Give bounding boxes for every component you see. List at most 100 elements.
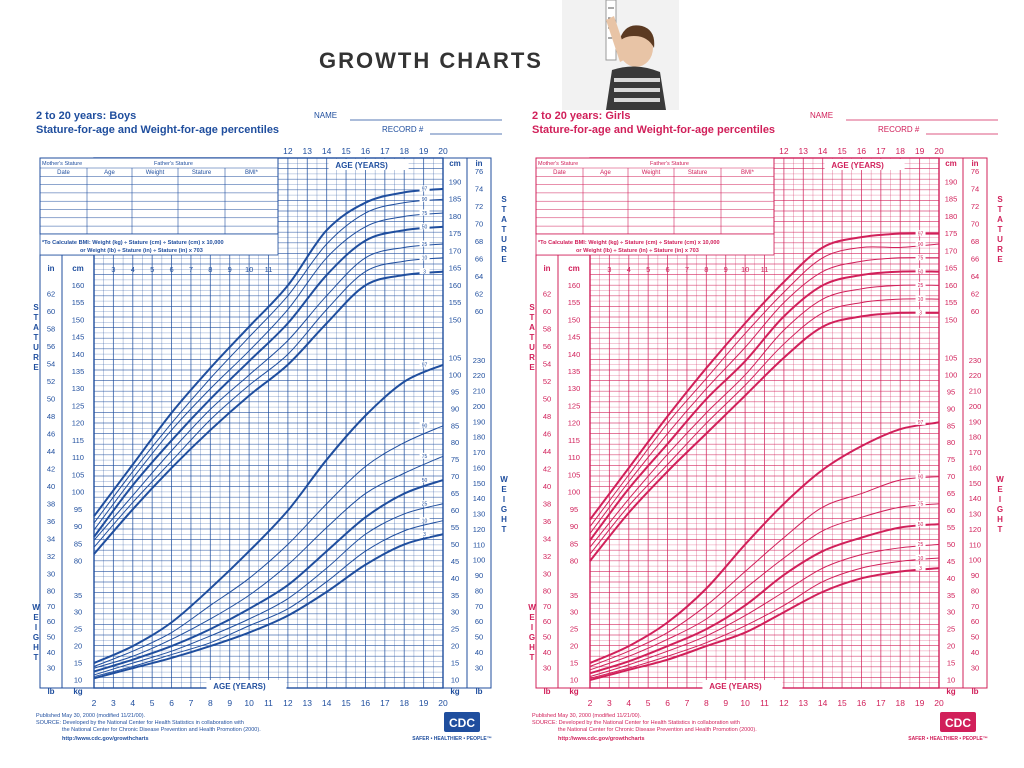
- table-header: Age: [600, 170, 611, 176]
- stature-in-tick-left: 48: [47, 412, 55, 421]
- stature-cm-tick-right: 190: [449, 178, 462, 187]
- weight-kg-tick-left: 20: [570, 642, 578, 651]
- stature-percentile-label: 3: [919, 311, 922, 317]
- age-tick-middle: 5: [150, 265, 154, 274]
- table-header: Date: [553, 170, 566, 176]
- age-tick-middle: 4: [131, 265, 135, 274]
- stature-in-tick-left: 52: [543, 377, 551, 386]
- age-tick-bottom: 16: [857, 698, 867, 708]
- bmi-formula-note: *To Calculate BMI: Weight (kg) ÷ Stature…: [42, 240, 224, 246]
- source-note: SOURCE: Developed by the National Center…: [36, 720, 244, 726]
- table-header: Weight: [642, 170, 661, 176]
- age-tick-top: 13: [799, 146, 809, 156]
- axis-word-letter: A: [501, 215, 507, 224]
- stature-cm-tick-right: 160: [945, 281, 958, 290]
- axis-word-letter: U: [997, 235, 1003, 244]
- table-header: Stature: [688, 170, 708, 176]
- stature-cm-tick-left: 80: [570, 557, 578, 566]
- weight-kg-tick-right: 60: [451, 506, 459, 515]
- age-tick-top: 20: [934, 146, 944, 156]
- x-axis-label-bottom: AGE (YEARS): [709, 682, 762, 691]
- weight-percentile-label: 50: [918, 522, 924, 528]
- stature-cm-tick-left: 115: [72, 436, 84, 445]
- weight-kg-tick-right: 30: [451, 608, 459, 617]
- stature-cm-tick-right: 150: [449, 315, 462, 324]
- age-tick-middle: 9: [724, 265, 728, 274]
- weight-kg-tick-right: 85: [947, 421, 955, 430]
- weight-kg-tick-right: 70: [947, 472, 955, 481]
- weight-lb-tick-right: 130: [969, 510, 982, 519]
- stature-in-tick-right: 76: [475, 167, 483, 176]
- percentile-label-bg: [915, 564, 926, 571]
- stature-cm-tick-left: 90: [570, 522, 578, 531]
- stature-in-tick-left: 62: [47, 290, 55, 299]
- axis-word-letter: S: [33, 303, 39, 312]
- stature-cm-tick-left: 160: [72, 281, 85, 290]
- stature-cm-tick-left: 85: [74, 539, 82, 548]
- stature-cm-tick-right: 155: [449, 298, 462, 307]
- stature-in-tick-right: 64: [971, 272, 979, 281]
- stature-in-tick-left: 36: [47, 517, 55, 526]
- axis-word-letter: G: [33, 633, 39, 642]
- weight-percentile-90-curve: [589, 476, 940, 667]
- age-tick-middle: 7: [189, 265, 193, 274]
- weight-lb-tick-right: 190: [473, 417, 486, 426]
- stature-percentile-10-curve: [589, 298, 940, 555]
- stature-percentile-label: 3: [423, 269, 426, 275]
- age-tick-top: 14: [322, 146, 332, 156]
- unit-kg-right: kg: [946, 687, 955, 696]
- age-tick-top: 12: [283, 146, 293, 156]
- stature-percentile-label: 97: [918, 231, 924, 237]
- stature-cm-tick-left: 150: [72, 315, 85, 324]
- stature-cm-tick-right: 155: [945, 298, 958, 307]
- stature-in-tick-left: 30: [47, 570, 55, 579]
- stature-cm-tick-left: 120: [72, 419, 85, 428]
- age-tick-bottom: 10: [740, 698, 750, 708]
- banner-title: GROWTH CHARTS: [319, 48, 543, 73]
- cdc-logo: [444, 712, 480, 732]
- age-tick-top: 18: [895, 146, 905, 156]
- weight-percentile-label: 3: [919, 566, 922, 572]
- weight-lb-tick-right: 220: [473, 371, 486, 380]
- stature-in-tick-left: 54: [47, 360, 55, 369]
- stature-cm-tick-left: 95: [570, 505, 578, 514]
- stature-in-tick-left: 40: [543, 482, 551, 491]
- source-note-2: the National Center for Chronic Disease …: [62, 727, 261, 733]
- stature-cm-tick-left: 160: [568, 281, 581, 290]
- weight-lb-tick-right: 100: [969, 556, 982, 565]
- fathers-stature-label: Father's Stature: [650, 161, 689, 167]
- bmi-formula-note-2: or Weight (lb) ÷ Stature (in) ÷ Stature …: [80, 248, 203, 254]
- axis-word-letter: U: [33, 343, 39, 352]
- weight-kg-tick-right: 15: [947, 659, 955, 668]
- age-tick-middle: 8: [208, 265, 212, 274]
- weight-lb-tick-left: 50: [47, 633, 55, 642]
- stature-percentile-label: 75: [918, 256, 924, 262]
- weight-kg-tick-left: 10: [570, 676, 578, 685]
- percentile-label-bg: [419, 223, 430, 230]
- weight-percentile-label: 90: [422, 424, 428, 430]
- axis-word-letter: T: [34, 333, 39, 342]
- age-tick-middle: 3: [607, 265, 611, 274]
- axis-word-letter: E: [501, 255, 507, 264]
- axis-word-letter: R: [529, 353, 535, 362]
- stature-percentile-75-curve: [93, 212, 444, 531]
- age-tick-bottom: 16: [361, 698, 371, 708]
- axis-word-letter: H: [501, 515, 507, 524]
- weight-lb-tick-right: 210: [473, 387, 486, 396]
- chart-subtitle: Stature-for-age and Weight-for-age perce…: [36, 124, 280, 136]
- stature-in-tick-right: 70: [971, 220, 979, 229]
- age-tick-bottom: 4: [626, 698, 631, 708]
- axis-word-letter: T: [530, 333, 535, 342]
- weight-kg-tick-right: 35: [451, 591, 459, 600]
- weight-lb-tick-right: 40: [971, 648, 979, 657]
- table-header: Weight: [146, 170, 165, 176]
- stature-cm-tick-right: 160: [449, 281, 462, 290]
- stature-in-tick-left: 50: [543, 395, 551, 404]
- stature-cm-tick-left: 130: [568, 384, 581, 393]
- age-tick-bottom: 8: [704, 698, 709, 708]
- age-tick-bottom: 2: [588, 698, 593, 708]
- chart-title: 2 to 20 years: Girls: [532, 110, 631, 122]
